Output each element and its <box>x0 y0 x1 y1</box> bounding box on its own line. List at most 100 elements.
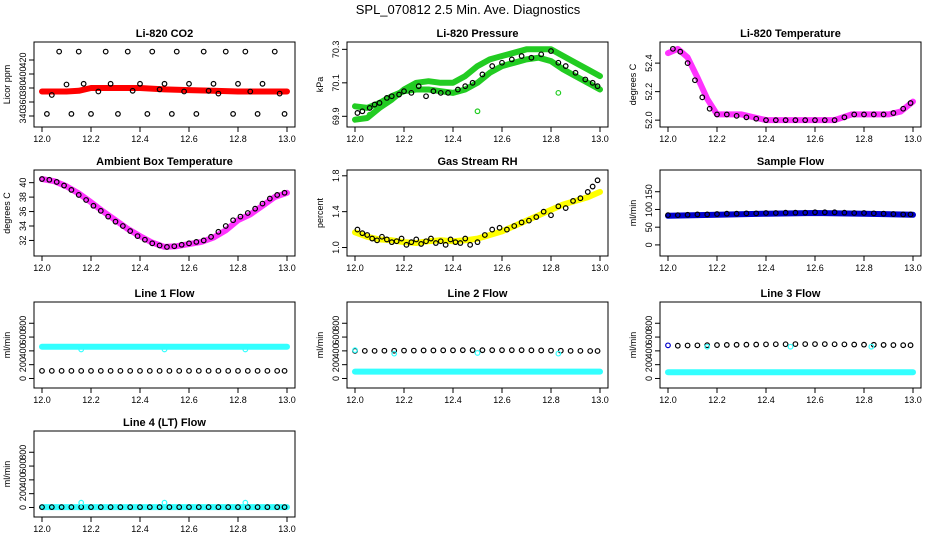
series-band <box>665 45 916 124</box>
data-point <box>97 207 104 214</box>
data-point <box>442 241 449 248</box>
series-2-5-min-avg <box>44 48 288 117</box>
x-tick-label: 12.4 <box>131 134 149 144</box>
data-point <box>352 347 358 354</box>
data-point <box>577 195 584 202</box>
data-point <box>252 205 259 212</box>
data-point <box>374 237 380 244</box>
x-tick-label: 12.8 <box>229 134 247 144</box>
data-point <box>146 504 153 511</box>
chart-line-2-flow: Line 2 Flow 12.0 12.2 12.4 12.6 12.8 13.0 0 2004… <box>315 288 609 405</box>
chart-title: Li-820 Temperature <box>740 28 841 40</box>
data-point <box>156 86 163 93</box>
chart-title: Line 2 Flow <box>448 288 508 300</box>
y-tick-label: 150 <box>644 184 654 199</box>
y-tick-label: 600 <box>331 330 341 345</box>
data-point <box>408 239 415 246</box>
y-tick-label: 380 <box>18 80 28 95</box>
series-continuous <box>39 85 290 95</box>
data-point <box>281 110 288 117</box>
data-point <box>677 48 684 55</box>
data-point <box>61 182 67 189</box>
data-point <box>124 48 131 55</box>
data-point <box>371 347 378 354</box>
y-tick-label: 32 <box>18 235 28 245</box>
chart-title: Ambient Box Temperature <box>96 156 233 168</box>
data-point <box>107 367 114 374</box>
x-tick-label: 12.2 <box>395 263 413 273</box>
data-point <box>88 110 94 117</box>
data-point <box>499 59 505 66</box>
x-tick-label: 12.8 <box>542 263 560 273</box>
data-point <box>526 217 532 224</box>
data-point <box>381 347 388 354</box>
y-tick-label: 200 <box>331 357 341 372</box>
data-point <box>230 217 237 224</box>
data-point <box>271 48 278 55</box>
data-point <box>589 183 596 190</box>
data-point <box>723 342 730 348</box>
plot-area <box>352 347 603 375</box>
data-point <box>88 504 94 511</box>
x-tick-label: 12.6 <box>806 395 824 405</box>
data-point <box>244 504 251 511</box>
y-tick-label: 70.3 <box>331 41 341 59</box>
plot-area <box>39 343 290 374</box>
data-point <box>743 341 750 348</box>
data-point <box>555 59 562 66</box>
series-other-line <box>39 367 288 374</box>
x-tick-label: 12.0 <box>33 134 51 144</box>
data-point <box>861 341 867 348</box>
x-tick-label: 12.2 <box>708 263 726 273</box>
data-point <box>704 343 711 350</box>
data-point <box>706 105 713 112</box>
y-axis-label: ml/min <box>628 200 638 227</box>
data-point <box>115 110 121 117</box>
data-point <box>594 348 601 354</box>
data-point <box>413 236 420 243</box>
data-point <box>437 89 444 96</box>
data-point <box>137 367 143 374</box>
data-point <box>430 88 437 95</box>
data-point <box>173 48 180 55</box>
data-point <box>518 53 525 59</box>
data-point <box>555 350 562 357</box>
data-point <box>186 240 192 247</box>
data-point <box>176 367 183 374</box>
data-point <box>244 367 251 374</box>
data-point <box>193 110 200 117</box>
x-tick-label: 12.8 <box>855 134 873 144</box>
data-point <box>222 48 229 55</box>
data-point <box>812 117 818 124</box>
data-point <box>46 176 53 183</box>
data-point <box>489 226 496 233</box>
data-point <box>391 347 398 354</box>
data-point <box>555 89 562 96</box>
data-point <box>437 238 444 245</box>
data-point <box>371 101 378 108</box>
data-point <box>208 233 214 240</box>
data-point <box>479 71 486 78</box>
data-point <box>215 90 222 97</box>
series-2-5-min-avg <box>670 45 914 124</box>
data-point <box>548 212 554 219</box>
data-point <box>753 210 760 217</box>
data-point <box>410 347 417 354</box>
data-point <box>366 105 373 111</box>
data-point <box>222 223 229 229</box>
series-2-5-min-avg <box>665 209 914 219</box>
data-point <box>186 367 192 374</box>
data-point <box>907 100 914 106</box>
data-point <box>782 209 789 216</box>
x-tick-label: 12.4 <box>757 263 775 273</box>
data-point <box>156 242 163 249</box>
data-point <box>401 347 407 354</box>
data-point <box>870 210 877 217</box>
data-point <box>674 342 681 349</box>
data-point <box>161 499 168 506</box>
data-point <box>802 341 809 348</box>
data-point <box>235 367 241 374</box>
y-tick-label: 200 <box>18 486 28 501</box>
data-point <box>354 226 361 233</box>
data-point <box>594 83 601 90</box>
